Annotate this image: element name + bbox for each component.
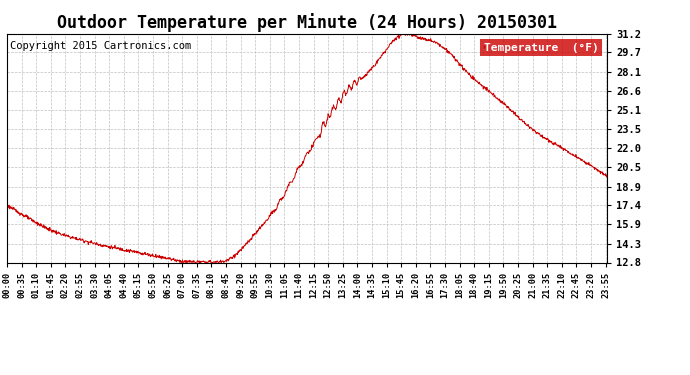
- Text: Copyright 2015 Cartronics.com: Copyright 2015 Cartronics.com: [10, 40, 191, 51]
- Legend: Temperature  (°F): Temperature (°F): [480, 39, 602, 56]
- Title: Outdoor Temperature per Minute (24 Hours) 20150301: Outdoor Temperature per Minute (24 Hours…: [57, 13, 557, 32]
